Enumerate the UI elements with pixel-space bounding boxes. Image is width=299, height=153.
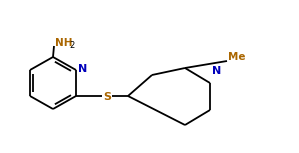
Text: N: N [78, 64, 87, 74]
Text: Me: Me [228, 52, 245, 62]
Text: S: S [103, 92, 111, 102]
Text: 2: 2 [69, 41, 74, 50]
Text: N: N [212, 66, 221, 76]
Text: NH: NH [55, 38, 72, 48]
